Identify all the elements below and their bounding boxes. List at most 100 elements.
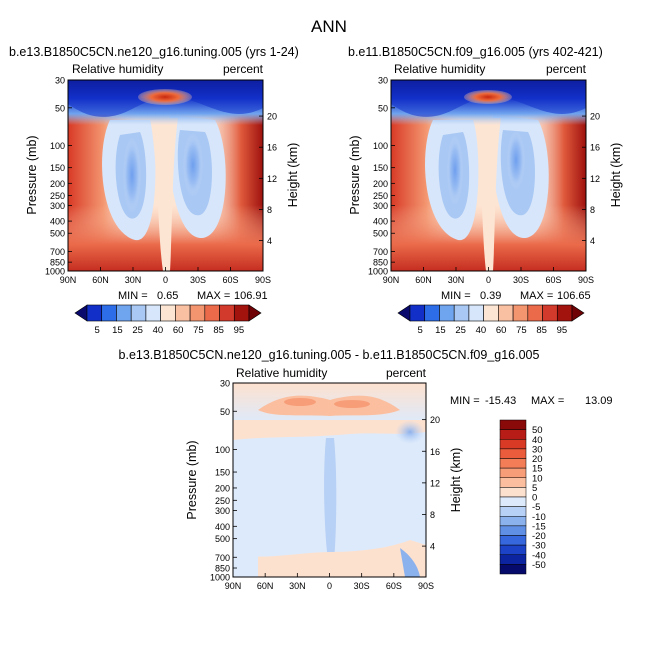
lat-tick-label: 90N — [60, 275, 77, 285]
colorbar-label: 15 — [435, 325, 446, 336]
colorbar-label: -20 — [532, 531, 546, 542]
panel-2-height-axis: 20 16 12 8 4 — [582, 112, 600, 246]
colorbar-swatch — [542, 304, 558, 322]
panel-1-dry-sh-core — [183, 133, 203, 197]
pressure-tick-label: 300 — [50, 201, 65, 211]
panel-2-min-label: MIN = — [441, 290, 471, 302]
height-tick-label: 4 — [430, 542, 435, 552]
colorbar-label: 5 — [94, 325, 99, 336]
colorbar-label: 25 — [455, 325, 466, 336]
colorbar-swatch — [499, 487, 527, 498]
colorbar-high-arrow — [248, 304, 262, 322]
colorbar-swatch — [499, 458, 527, 469]
colorbar-swatch — [145, 304, 161, 322]
panel-1: b.e13.B1850C5CN.ne120_g16.tuning.005 (yr… — [9, 45, 300, 336]
panel-3-boundary-moist — [233, 540, 426, 577]
colorbar-swatch — [204, 304, 220, 322]
lat-tick-label: 0 — [327, 581, 332, 591]
panel-3-min-value: -15.43 — [485, 395, 516, 407]
colorbar-swatch — [483, 304, 499, 322]
lat-tick-label: 30N — [448, 275, 465, 285]
pressure-tick-label: 100 — [50, 141, 65, 151]
pressure-tick-label: 50 — [220, 407, 230, 417]
colorbar-label: -30 — [532, 541, 546, 552]
colorbar-label: 5 — [532, 483, 537, 494]
lat-tick-label: 90S — [418, 581, 434, 591]
pressure-tick-label: 400 — [373, 217, 388, 227]
pressure-tick-label: 1000 — [210, 573, 230, 583]
panel-3-case-title: b.e13.B1850C5CN.ne120_g16.tuning.005 - b… — [119, 348, 540, 362]
panel-1-dry-nh-core — [123, 137, 141, 213]
height-tick-label: 20 — [430, 415, 440, 425]
colorbar-swatch — [499, 554, 527, 565]
colorbar-swatch — [86, 304, 103, 322]
height-tick-label: 16 — [267, 143, 277, 153]
panel-3-moist-spot-nh — [284, 398, 316, 406]
lat-tick-label: 90S — [578, 275, 594, 285]
height-tick-label: 4 — [267, 236, 272, 246]
panel-2-max-label: MAX = — [520, 290, 553, 302]
colorbar-label: 95 — [234, 325, 245, 336]
lat-tick-label: 30S — [190, 275, 206, 285]
pressure-tick-label: 50 — [378, 103, 388, 113]
panel-1-min-value: 0.65 — [157, 290, 178, 302]
pressure-tick-label: 200 — [50, 179, 65, 189]
panel-1-tropopause-moist — [138, 89, 192, 105]
pressure-tick-label: 250 — [215, 496, 230, 506]
colorbar-swatch — [499, 506, 527, 517]
panel-2-tropopause-moist — [464, 90, 512, 104]
panel-3-ylabel: Pressure (mb) — [185, 440, 199, 519]
panel-2-dry-sh-core — [507, 130, 525, 190]
panel-3-height-axis: 20 16 12 8 4 — [422, 415, 440, 552]
lat-tick-label: 60S — [386, 581, 402, 591]
colorbar-label: 60 — [173, 325, 184, 336]
colorbar-swatch — [527, 304, 543, 322]
colorbar-swatch — [499, 544, 527, 555]
colorbar-swatch — [175, 304, 191, 322]
height-tick-label: 12 — [267, 174, 277, 184]
pressure-tick-label: 500 — [373, 229, 388, 239]
panel-3-moist-layer — [233, 420, 426, 440]
pressure-tick-label: 100 — [215, 445, 230, 455]
lat-tick-label: 60S — [545, 275, 561, 285]
colorbar-label: 60 — [496, 325, 507, 336]
pressure-tick-label: 30 — [220, 379, 230, 389]
colorbar-swatch — [498, 304, 514, 322]
panel-1-itcz-column — [150, 118, 178, 271]
colorbar-label: -15 — [532, 521, 546, 532]
pressure-tick-label: 300 — [215, 506, 230, 516]
lat-tick-label: 90N — [225, 581, 242, 591]
colorbar-swatch — [499, 439, 527, 450]
pressure-tick-label: 700 — [50, 247, 65, 257]
panel-1-colorbar: 5 15 25 40 60 75 85 95 — [74, 304, 262, 336]
pressure-tick-label: 1000 — [45, 267, 65, 277]
panel-2-units: percent — [546, 62, 587, 76]
pressure-tick-label: 150 — [215, 468, 230, 478]
colorbar-swatch — [116, 304, 132, 322]
colorbar-label: 40 — [153, 325, 164, 336]
colorbar-high-arrow — [571, 304, 585, 322]
panel-2-colorbar: 5 15 25 40 60 75 85 95 — [397, 304, 585, 336]
colorbar-label: -10 — [532, 512, 546, 523]
height-tick-label: 12 — [590, 174, 600, 184]
panel-1-max-label: MAX = — [197, 290, 230, 302]
pressure-tick-label: 700 — [373, 247, 388, 257]
panel-3-min-label: MIN = — [450, 395, 480, 407]
panel-3-polar-dry-sh — [400, 548, 420, 577]
panel-2-ylabel: Pressure (mb) — [348, 135, 362, 214]
colorbar-swatch — [130, 304, 147, 322]
pressure-tick-label: 30 — [55, 76, 65, 86]
lat-tick-label: 0 — [486, 275, 491, 285]
pressure-tick-label: 400 — [215, 522, 230, 532]
colorbar-label: -40 — [532, 550, 546, 561]
lat-tick-label: 0 — [163, 275, 168, 285]
colorbar-swatch — [499, 477, 527, 488]
pressure-tick-label: 850 — [373, 258, 388, 268]
colorbar-label: -50 — [532, 560, 546, 571]
colorbar-label: -5 — [532, 502, 540, 513]
colorbar-label: 5 — [417, 325, 422, 336]
pressure-tick-label: 250 — [50, 191, 65, 201]
